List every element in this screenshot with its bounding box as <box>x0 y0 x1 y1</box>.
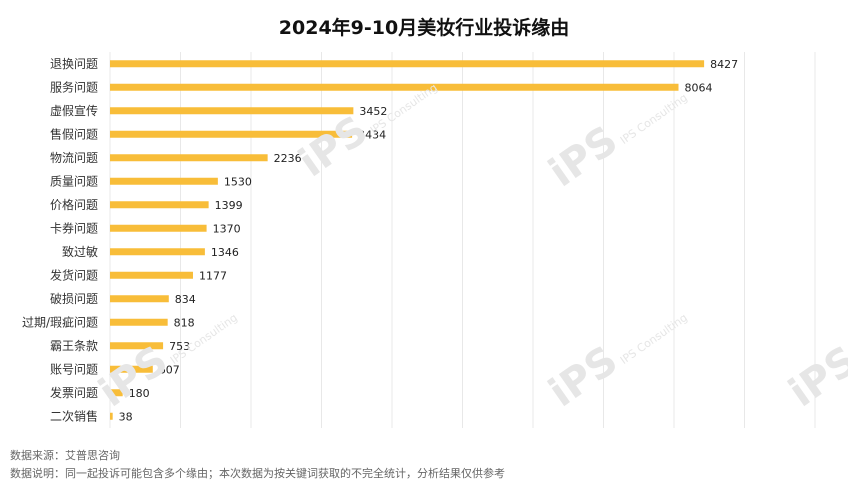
value-label: 607 <box>159 363 180 376</box>
bar <box>110 130 353 138</box>
category-label: 卡券问题 <box>50 220 98 235</box>
data-source-note: 数据来源：艾普思咨询 <box>10 449 120 462</box>
category-label: 物流问题 <box>50 151 98 165</box>
bar <box>110 342 164 350</box>
value-label: 8064 <box>685 81 713 94</box>
value-label: 753 <box>169 340 190 353</box>
category-label: 售假问题 <box>50 126 98 141</box>
value-label: 1177 <box>199 269 227 282</box>
value-label: 180 <box>129 387 150 400</box>
category-label: 破损问题 <box>50 291 98 306</box>
value-label: 3452 <box>359 105 387 118</box>
category-label: 发货问题 <box>50 267 98 282</box>
bar <box>110 389 123 397</box>
bar <box>110 248 205 256</box>
bar <box>110 201 209 209</box>
bar <box>110 60 705 68</box>
category-label: 致过敏 <box>62 244 98 259</box>
category-label: 质量问题 <box>50 174 98 188</box>
value-label: 834 <box>175 293 196 306</box>
category-label: 账号问题 <box>50 362 98 376</box>
category-label: 过期/瑕疵问题 <box>22 314 98 329</box>
category-label: 霸王条款 <box>50 339 98 353</box>
bar <box>110 224 207 232</box>
category-label: 价格问题 <box>50 197 98 212</box>
value-label: 1399 <box>215 199 243 212</box>
category-label: 发票问题 <box>50 385 98 400</box>
value-label: 38 <box>119 410 133 423</box>
value-label: 1530 <box>224 175 252 188</box>
value-label: 1346 <box>211 246 239 259</box>
category-label: 退换问题 <box>50 57 98 71</box>
bar <box>110 154 268 162</box>
value-label: 1370 <box>213 222 241 235</box>
value-label: 8427 <box>710 58 738 71</box>
value-label: 2236 <box>274 152 302 165</box>
bar <box>110 83 679 91</box>
bar <box>110 412 113 420</box>
value-label: 818 <box>174 316 195 329</box>
bar <box>110 271 193 279</box>
value-label: 3434 <box>358 128 386 141</box>
data-description-note: 数据说明：同一起投诉可能包含多个缘由；本次数据为按关键词获取的不完全统计，分析结… <box>10 467 505 480</box>
chart-title: 2024年9-10月美妆行业投诉缘由 <box>278 17 570 39</box>
bar <box>110 107 354 115</box>
category-label: 二次销售 <box>50 408 98 423</box>
category-label: 虚假宣传 <box>50 103 98 118</box>
bar <box>110 318 168 326</box>
bar <box>110 365 153 373</box>
bar <box>110 177 218 185</box>
category-label: 服务问题 <box>50 79 98 94</box>
bar <box>110 295 169 303</box>
